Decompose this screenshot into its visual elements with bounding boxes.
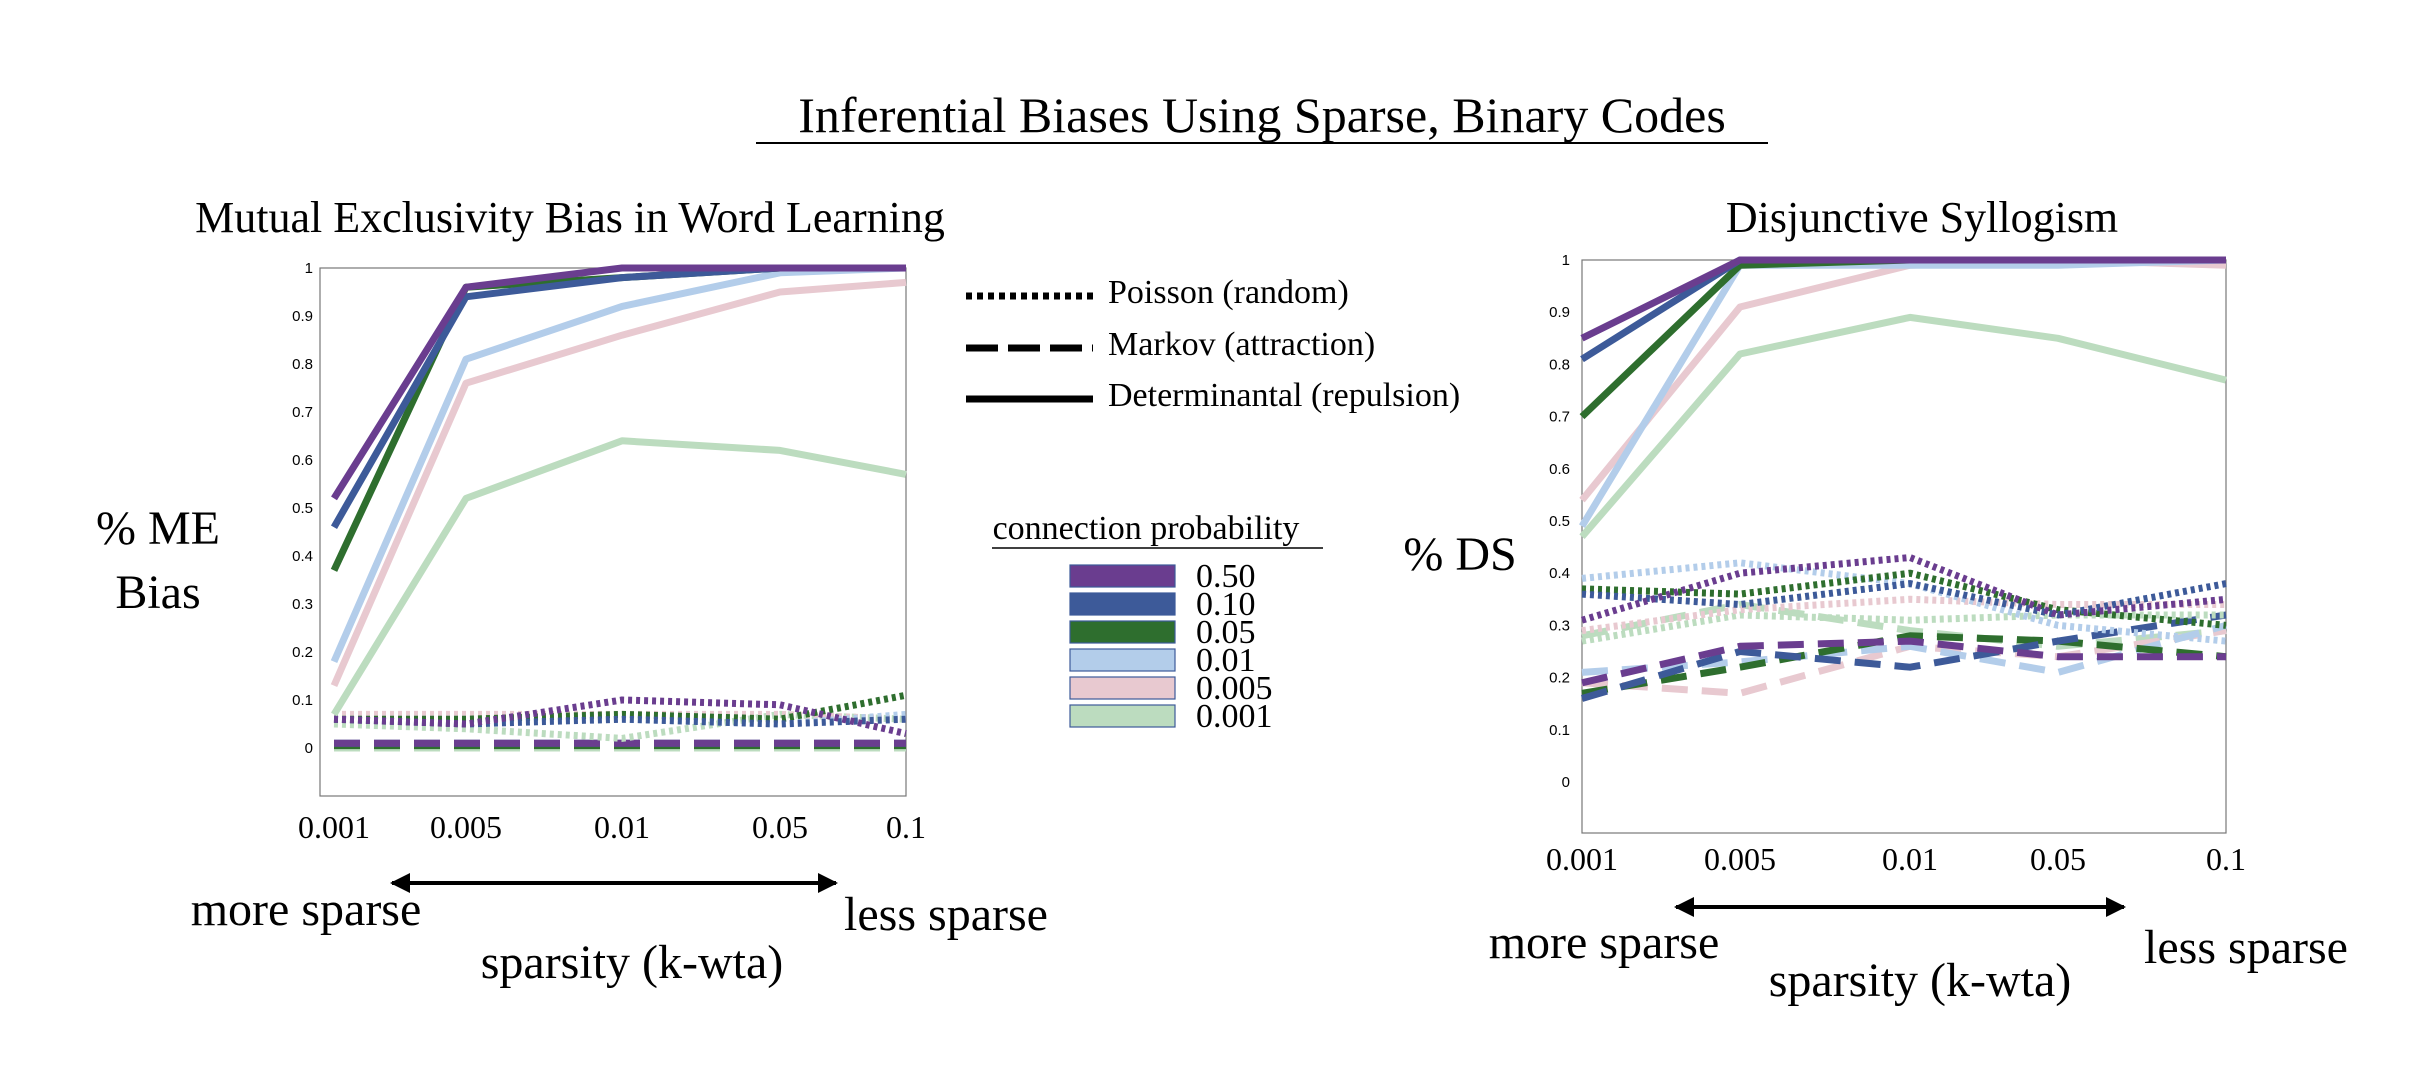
series-line-solid-ds bbox=[1580, 256, 2226, 342]
plot-frame-ds bbox=[1581, 259, 2227, 834]
xtick-label-ds: 0.005 bbox=[1704, 841, 1776, 877]
xtick-label-me: 0.05 bbox=[752, 809, 808, 845]
series-line-dashed-ds bbox=[1581, 601, 2227, 650]
ytick-label-me: 0.2 bbox=[292, 644, 313, 661]
color-legend-label: 0.01 bbox=[1196, 642, 1256, 679]
xlabel-me: sparsity (k-wta) bbox=[481, 936, 784, 989]
ytick-label-ds: 0.9 bbox=[1549, 304, 1570, 321]
series-line-solid-me bbox=[330, 278, 907, 688]
series-line-dashed-ds bbox=[1581, 611, 2227, 702]
ytick-label-me: 0.3 bbox=[292, 596, 313, 613]
series-line-dotted-ds bbox=[1581, 569, 2227, 629]
xtick-label-ds: 0.001 bbox=[1546, 841, 1618, 877]
series-line-solid-me bbox=[331, 264, 906, 501]
series-lines-ds bbox=[1579, 256, 2227, 702]
color-legend-swatch bbox=[1069, 620, 1176, 644]
ylabel-me-line2: Bias bbox=[115, 566, 200, 619]
color-legend-swatch bbox=[1069, 648, 1176, 672]
ytick-label-ds: 0.4 bbox=[1549, 565, 1570, 582]
series-line-dashed-ds bbox=[1581, 637, 2226, 687]
ytick-label-me: 0.9 bbox=[292, 308, 313, 325]
color-legend-label: 0.05 bbox=[1196, 614, 1256, 651]
style-legend-label: Markov (attraction) bbox=[1108, 326, 1375, 363]
ytick-label-ds: 1 bbox=[1562, 252, 1570, 269]
color-legend-swatch bbox=[1069, 676, 1176, 700]
color-legend-label: 0.50 bbox=[1196, 558, 1256, 595]
xtick-label-me: 0.005 bbox=[430, 809, 502, 845]
chart-disjunctive-syllogism: Disjunctive Syllogism 0 0.1 0.2 0.3 0.4 0.5 0.… bbox=[1403, 193, 2348, 1007]
color-legend-swatch bbox=[1069, 592, 1176, 616]
style-legend-label: Determinantal (repulsion) bbox=[1108, 377, 1460, 414]
series-line-solid-ds bbox=[1579, 313, 2227, 539]
ytick-label-ds: 0.3 bbox=[1549, 617, 1570, 634]
series-line-dotted-me bbox=[333, 715, 907, 728]
color-legend-swatch bbox=[1069, 564, 1176, 588]
ytick-label-ds: 0.6 bbox=[1549, 461, 1570, 478]
ylabel-ds: % DS bbox=[1403, 528, 1516, 581]
series-line-solid-me bbox=[330, 264, 907, 664]
xtick-label-ds: 0.01 bbox=[1882, 841, 1938, 877]
ytick-label-me: 0 bbox=[305, 740, 313, 757]
connection-probability-legend: connection probability 0.500.100.050.010… bbox=[992, 510, 1323, 735]
more-sparse-label-ds: more sparse bbox=[1489, 916, 1720, 969]
series-line-dotted-me bbox=[333, 710, 907, 742]
xtick-label-me: 0.001 bbox=[298, 809, 370, 845]
chart-title-me: Mutual Exclusivity Bias in Word Learning bbox=[195, 193, 945, 242]
series-line-dotted-ds bbox=[1581, 595, 2226, 635]
ytick-label-me: 0.8 bbox=[292, 356, 313, 373]
more-sparse-label-me: more sparse bbox=[191, 883, 422, 936]
style-legend-label: Poisson (random) bbox=[1108, 274, 1349, 311]
xtick-label-ds: 0.1 bbox=[2206, 841, 2246, 877]
tick-labels-ds: 0 0.1 0.2 0.3 0.4 0.5 0.6 0.7 0.8 0.9 1 0.001 0.005 0… bbox=[1546, 252, 2246, 877]
ytick-label-me: 1 bbox=[305, 260, 313, 277]
ytick-label-ds: 0.8 bbox=[1549, 356, 1570, 373]
series-line-dashed-ds bbox=[1581, 632, 2227, 697]
series-line-solid-me bbox=[330, 264, 906, 572]
main-title: Inferential Biases Using Sparse, Binary … bbox=[798, 87, 1726, 143]
color-legend-label: 0.001 bbox=[1196, 698, 1273, 735]
ytick-label-ds: 0.7 bbox=[1549, 409, 1570, 426]
xtick-label-me: 0.1 bbox=[886, 809, 926, 845]
ylabel-me-line1: % ME bbox=[96, 502, 220, 555]
xtick-label-ds: 0.05 bbox=[2030, 841, 2086, 877]
series-lines-me bbox=[330, 264, 907, 752]
color-legend-swatch bbox=[1069, 704, 1176, 728]
ytick-label-me: 0.1 bbox=[292, 692, 313, 709]
ytick-label-me: 0.6 bbox=[292, 452, 313, 469]
chart-title-ds: Disjunctive Syllogism bbox=[1726, 193, 2118, 242]
color-legend-title: connection probability bbox=[993, 510, 1300, 547]
series-line-solid-ds bbox=[1579, 256, 2226, 420]
series-line-dotted-ds bbox=[1581, 580, 2227, 619]
tick-labels-me: 0 0.1 0.2 0.3 0.4 0.5 0.6 0.7 0.8 0.9 1 0.001 0.005 0… bbox=[292, 260, 926, 845]
color-legend-label: 0.10 bbox=[1196, 586, 1256, 623]
less-sparse-label-me: less sparse bbox=[844, 888, 1048, 941]
line-style-legend: Poisson (random) Markov (attraction) Deter… bbox=[966, 274, 1460, 414]
ytick-label-me: 0.5 bbox=[292, 500, 313, 517]
chart-mutual-exclusivity: Mutual Exclusivity Bias in Word Learning… bbox=[96, 193, 1048, 989]
ytick-label-me: 0.7 bbox=[292, 404, 313, 421]
series-line-solid-me bbox=[331, 437, 907, 717]
ytick-label-me: 0.4 bbox=[292, 548, 313, 565]
color-legend-label: 0.005 bbox=[1196, 670, 1273, 707]
series-line-dotted-ds bbox=[1581, 611, 2226, 645]
ytick-label-ds: 0.2 bbox=[1549, 670, 1570, 687]
ytick-label-ds: 0.5 bbox=[1549, 513, 1570, 530]
ytick-label-ds: 0 bbox=[1562, 774, 1570, 791]
series-line-dotted-me bbox=[333, 696, 907, 738]
xtick-label-me: 0.01 bbox=[594, 809, 650, 845]
ytick-label-ds: 0.1 bbox=[1549, 722, 1570, 739]
xlabel-ds: sparsity (k-wta) bbox=[1769, 954, 2072, 1007]
less-sparse-label-ds: less sparse bbox=[2144, 921, 2348, 974]
series-line-solid-ds bbox=[1580, 256, 2226, 363]
